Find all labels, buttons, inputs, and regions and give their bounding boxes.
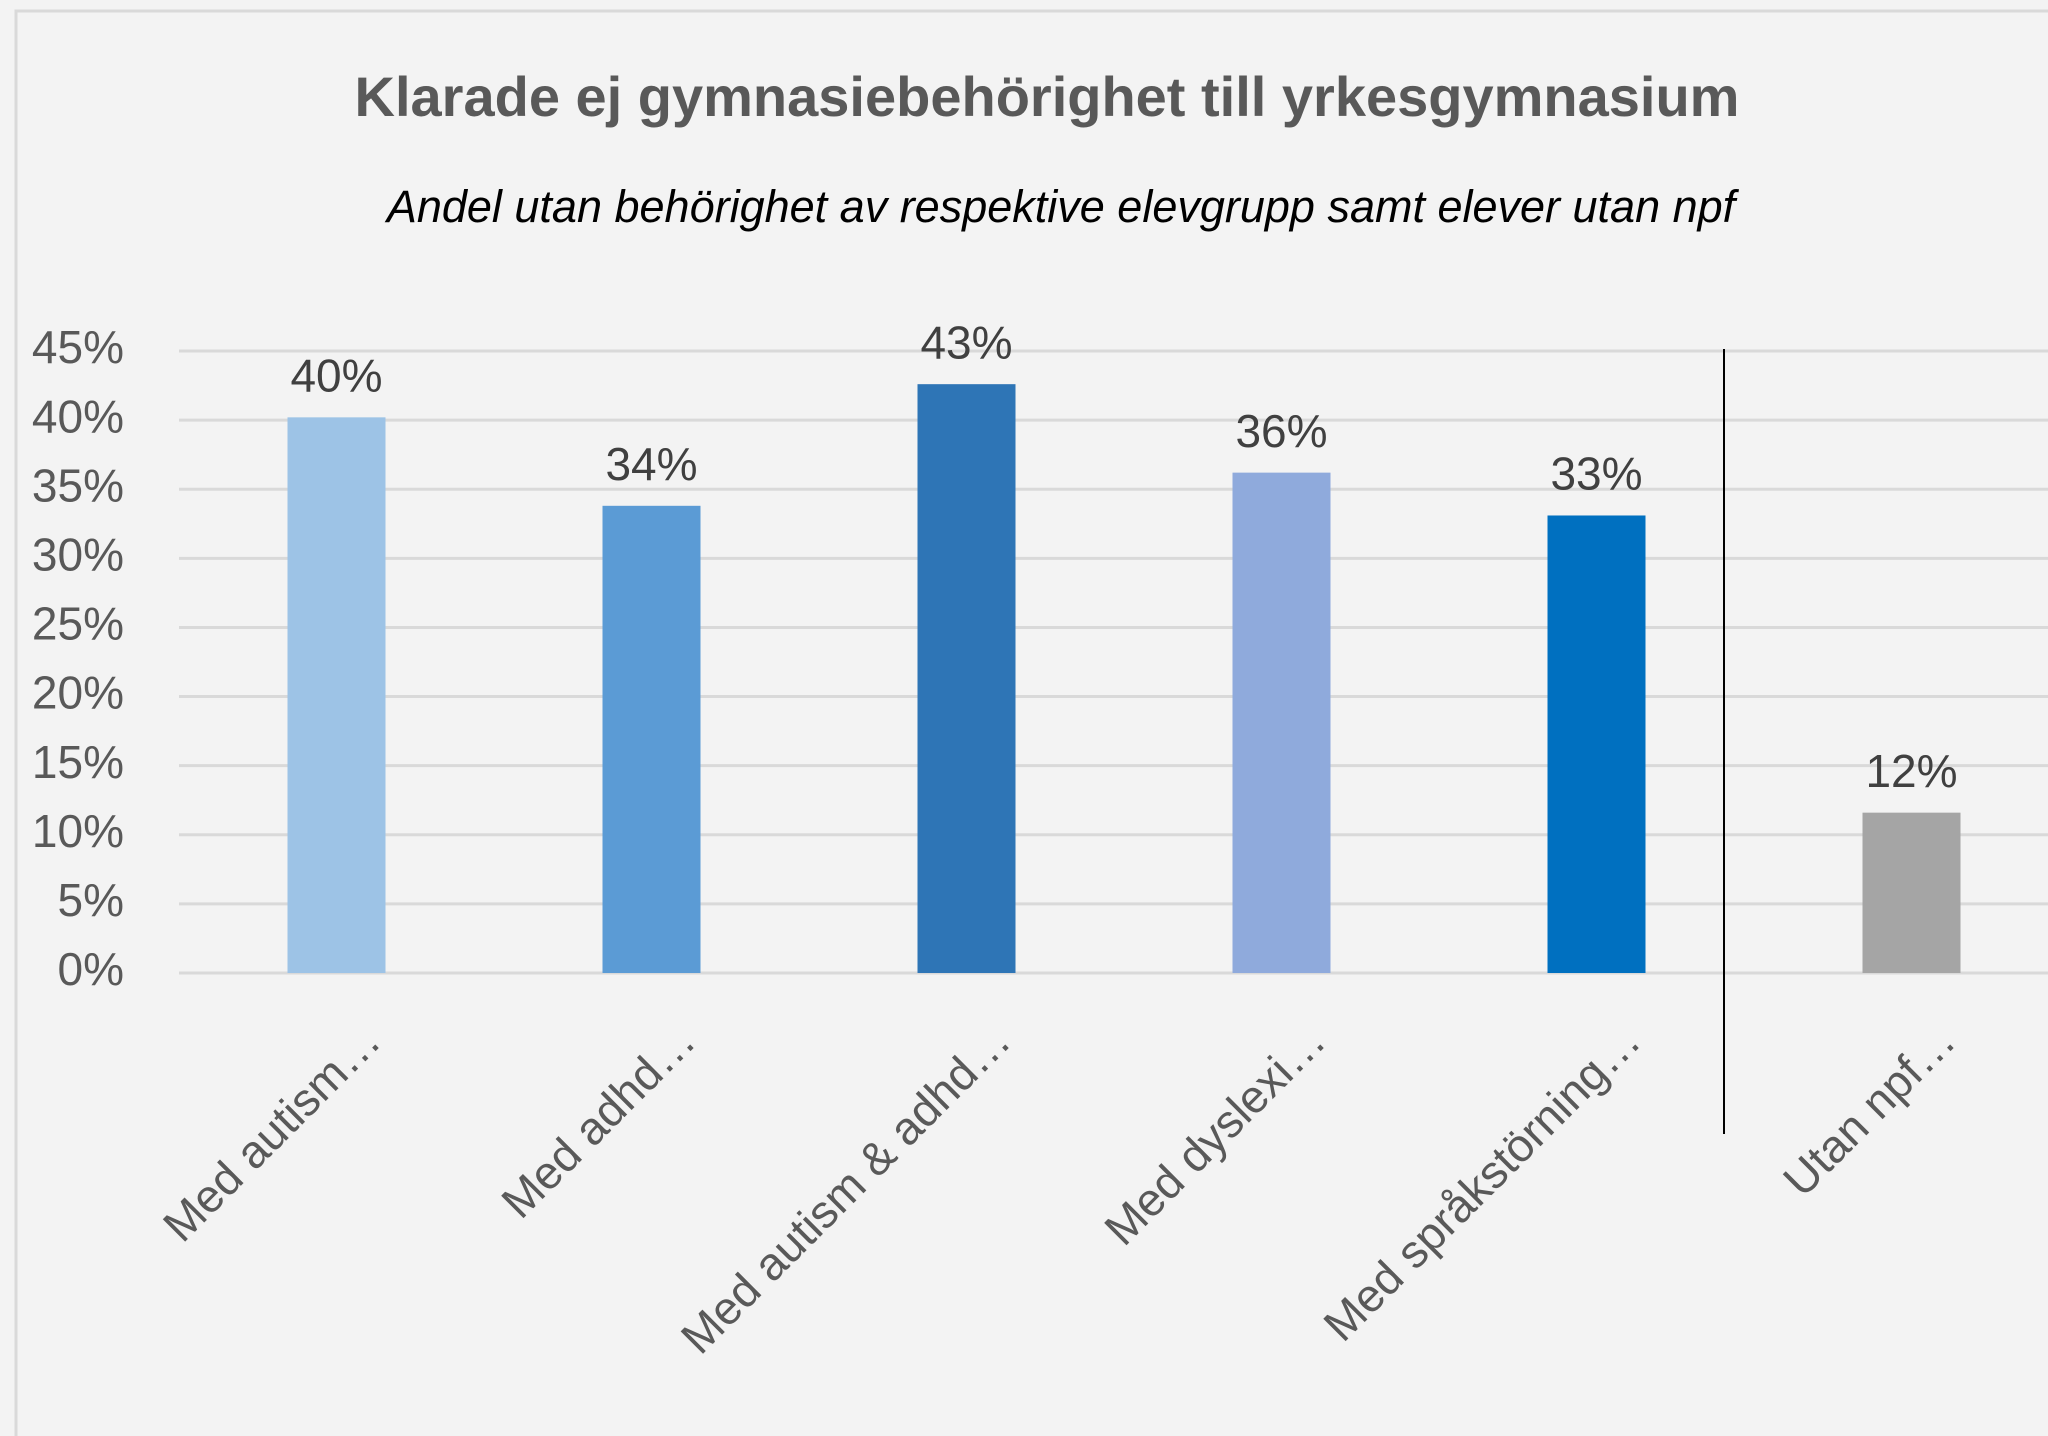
bar: [1862, 812, 1961, 973]
y-tick-label: 5%: [58, 874, 124, 926]
y-tick-label: 15%: [32, 736, 124, 788]
bar: [1547, 515, 1646, 973]
data-label: 40%: [290, 350, 382, 402]
chart-subtitle: Andel utan behörighet av respektive elev…: [384, 181, 1740, 232]
data-label: 12%: [1865, 745, 1957, 797]
data-label: 43%: [920, 316, 1012, 368]
data-label: 34%: [605, 438, 697, 490]
data-label: 36%: [1235, 405, 1327, 457]
y-tick-label: 0%: [58, 943, 124, 995]
y-tick-label: 25%: [32, 598, 124, 650]
y-tick-label: 35%: [32, 459, 124, 511]
y-tick-label: 45%: [32, 321, 124, 373]
bar: [287, 417, 386, 973]
y-tick-label: 40%: [32, 390, 124, 442]
y-tick-label: 20%: [32, 667, 124, 719]
bar: [602, 505, 701, 973]
chart-title: Klarade ej gymnasiebehörighet till yrkes…: [355, 65, 1740, 128]
bar: [1232, 472, 1331, 973]
bar: [917, 384, 1016, 973]
data-label: 33%: [1550, 448, 1642, 500]
y-tick-label: 30%: [32, 528, 124, 580]
y-tick-label: 10%: [32, 805, 124, 857]
